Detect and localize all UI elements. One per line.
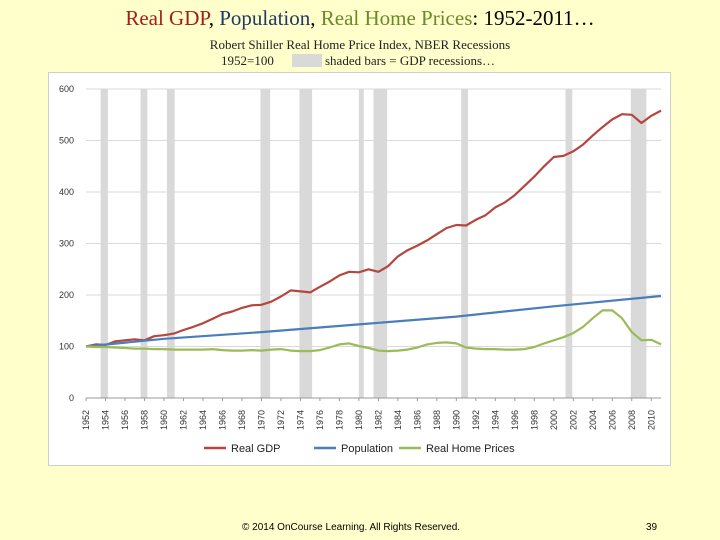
x-tick-label: 1988 [432, 410, 442, 430]
y-tick-label: 0 [69, 393, 74, 403]
x-tick-label: 1978 [334, 410, 344, 430]
x-tick-label: 2010 [646, 410, 656, 430]
x-tick-label: 1968 [237, 410, 247, 430]
base-year-note: 1952=100 [221, 53, 274, 68]
x-tick-label: 2008 [627, 410, 637, 430]
x-tick-label: 1954 [100, 410, 110, 430]
recession-bar [260, 89, 271, 398]
x-tick-label: 2006 [607, 410, 617, 430]
y-tick-label: 200 [59, 290, 74, 300]
legend-label: Real GDP [231, 443, 281, 455]
recession-bar [140, 89, 148, 398]
series-line-population [85, 294, 662, 348]
title-part: Real GDP [125, 6, 209, 30]
recession-note: shaded bars = GDP recessions… [325, 53, 496, 68]
recession-bar [166, 89, 175, 398]
x-tick-label: 1958 [139, 410, 149, 430]
series-line-real-gdp [85, 109, 662, 348]
copyright-footer: © 2014 OnCourse Learning. All Rights Res… [242, 522, 461, 533]
recession-bar [373, 89, 388, 398]
recession-bar [299, 89, 313, 398]
x-tick-label: 1992 [471, 410, 481, 430]
title-part: : 1952-2011… [472, 6, 595, 30]
x-tick-label: 2000 [549, 410, 559, 430]
recession-bar [461, 89, 469, 398]
x-tick-label: 1972 [276, 410, 286, 430]
recession-bar [358, 89, 364, 398]
recession-bar [565, 89, 573, 398]
x-tick-label: 2004 [588, 410, 598, 430]
x-tick-label: 1994 [490, 410, 500, 430]
series-line-real-home-prices [85, 309, 662, 353]
x-tick-label: 1956 [120, 410, 130, 430]
title-part: Population [219, 6, 311, 30]
legend-label: Real Home Prices [426, 443, 515, 455]
y-tick-label: 600 [59, 84, 74, 94]
x-tick-label: 1962 [178, 410, 188, 430]
recession-bar [630, 89, 647, 398]
x-tick-label: 2002 [568, 410, 578, 430]
x-tick-label: 1960 [159, 410, 169, 430]
y-tick-label: 100 [59, 342, 74, 352]
title-part: Real Home Prices [320, 6, 473, 30]
recession-bar [100, 89, 108, 398]
chart-area: 0 100 200 300 400 500 600 1952 1954 1956 1958 1960 1… [48, 72, 671, 466]
x-tick-label: 1986 [412, 410, 422, 430]
x-tick-label: 1984 [393, 410, 403, 430]
page-number: 39 [646, 522, 658, 533]
x-tick-label: 1998 [529, 410, 539, 430]
chart-subtitle: Robert Shiller Real Home Price Index, NB… [209, 37, 511, 52]
x-tick-label: 1980 [354, 410, 364, 430]
recession-swatch [292, 54, 322, 67]
y-tick-label: 400 [59, 187, 74, 197]
x-tick-label: 1970 [256, 410, 266, 430]
x-tick-label: 1952 [81, 410, 91, 430]
slide-title: Real GDP, Population, Real Home Prices: … [0, 6, 720, 31]
x-tick-label: 1964 [198, 410, 208, 430]
x-tick-label: 1974 [295, 410, 305, 430]
y-tick-label: 500 [59, 136, 74, 146]
title-part: , [208, 6, 220, 30]
title-part: , [310, 6, 321, 30]
line-chart: 0 100 200 300 400 500 600 1952 1954 1956 1958 1960 1… [59, 84, 662, 455]
legend-label: Population [341, 443, 393, 455]
x-tick-label: 1966 [217, 410, 227, 430]
x-tick-label: 1990 [451, 410, 461, 430]
x-tick-label: 1996 [510, 410, 520, 430]
x-tick-label: 1982 [373, 410, 383, 430]
y-tick-label: 300 [59, 239, 74, 249]
x-tick-label: 1976 [315, 410, 325, 430]
